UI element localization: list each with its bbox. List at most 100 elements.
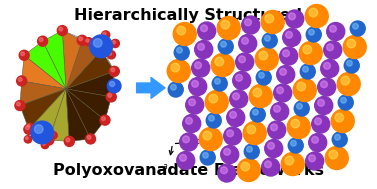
- Circle shape: [168, 82, 183, 97]
- Circle shape: [315, 97, 333, 115]
- Circle shape: [233, 93, 239, 100]
- Circle shape: [341, 76, 349, 85]
- Polygon shape: [20, 89, 66, 129]
- Circle shape: [192, 80, 198, 87]
- Circle shape: [221, 146, 239, 163]
- Circle shape: [177, 47, 182, 53]
- Circle shape: [202, 152, 208, 158]
- Circle shape: [306, 27, 321, 42]
- Polygon shape: [66, 89, 90, 141]
- Circle shape: [237, 159, 260, 181]
- Circle shape: [221, 41, 226, 47]
- Circle shape: [236, 74, 242, 81]
- Circle shape: [256, 70, 271, 85]
- Circle shape: [111, 68, 115, 72]
- Circle shape: [218, 164, 236, 182]
- Circle shape: [352, 23, 358, 29]
- Circle shape: [261, 11, 284, 33]
- Circle shape: [274, 84, 292, 102]
- Circle shape: [242, 16, 260, 34]
- Circle shape: [50, 132, 57, 139]
- Circle shape: [100, 115, 110, 125]
- Circle shape: [26, 126, 29, 130]
- Circle shape: [179, 154, 187, 161]
- Circle shape: [265, 139, 283, 157]
- Circle shape: [239, 35, 257, 53]
- Circle shape: [218, 39, 233, 54]
- Circle shape: [242, 37, 248, 44]
- Circle shape: [271, 102, 289, 121]
- Circle shape: [243, 122, 266, 145]
- Circle shape: [265, 161, 271, 168]
- Circle shape: [38, 36, 48, 46]
- Circle shape: [230, 90, 248, 108]
- Circle shape: [66, 138, 70, 142]
- Circle shape: [321, 60, 339, 77]
- Polygon shape: [66, 89, 105, 139]
- Polygon shape: [66, 40, 101, 89]
- Circle shape: [93, 39, 102, 47]
- Circle shape: [253, 109, 258, 115]
- Circle shape: [34, 125, 43, 133]
- Polygon shape: [66, 71, 114, 97]
- Circle shape: [239, 56, 245, 63]
- Circle shape: [283, 29, 301, 46]
- Polygon shape: [66, 89, 111, 120]
- Text: Polyoxovanadate Frameworks: Polyoxovanadate Frameworks: [53, 163, 324, 178]
- Circle shape: [101, 117, 106, 121]
- Circle shape: [192, 59, 210, 77]
- Circle shape: [315, 118, 322, 125]
- Circle shape: [280, 68, 287, 75]
- Circle shape: [215, 78, 220, 84]
- Polygon shape: [24, 41, 66, 89]
- Circle shape: [309, 133, 327, 152]
- Circle shape: [208, 115, 215, 121]
- Circle shape: [198, 22, 216, 40]
- Circle shape: [177, 152, 195, 170]
- Circle shape: [227, 130, 233, 137]
- Circle shape: [259, 72, 264, 78]
- Circle shape: [288, 138, 303, 153]
- Polygon shape: [49, 89, 69, 141]
- Circle shape: [31, 121, 54, 144]
- Circle shape: [171, 63, 180, 72]
- Circle shape: [217, 16, 240, 40]
- Circle shape: [289, 13, 296, 20]
- Circle shape: [180, 133, 198, 151]
- Circle shape: [312, 136, 319, 143]
- Circle shape: [236, 53, 254, 71]
- Circle shape: [265, 14, 274, 23]
- Circle shape: [90, 35, 112, 58]
- Circle shape: [87, 136, 91, 139]
- Circle shape: [198, 43, 204, 50]
- Circle shape: [205, 91, 228, 114]
- Circle shape: [271, 124, 277, 131]
- Circle shape: [320, 81, 328, 88]
- Circle shape: [46, 137, 49, 140]
- Text: c: c: [196, 137, 200, 146]
- Circle shape: [346, 60, 352, 66]
- Circle shape: [108, 94, 112, 97]
- Circle shape: [26, 137, 28, 140]
- Circle shape: [305, 5, 328, 28]
- Circle shape: [57, 26, 67, 36]
- Circle shape: [201, 25, 207, 32]
- Circle shape: [277, 66, 295, 84]
- Circle shape: [221, 20, 230, 29]
- Circle shape: [230, 111, 236, 118]
- Circle shape: [341, 97, 346, 103]
- Circle shape: [26, 123, 34, 130]
- Circle shape: [107, 79, 121, 93]
- Circle shape: [233, 71, 251, 90]
- Circle shape: [281, 153, 304, 176]
- Circle shape: [303, 66, 308, 72]
- Circle shape: [286, 31, 293, 38]
- Circle shape: [277, 87, 284, 94]
- Circle shape: [324, 41, 342, 59]
- Circle shape: [27, 124, 30, 127]
- Circle shape: [244, 144, 259, 159]
- Circle shape: [329, 150, 338, 159]
- Circle shape: [299, 42, 322, 64]
- Circle shape: [285, 156, 294, 165]
- Circle shape: [17, 76, 27, 86]
